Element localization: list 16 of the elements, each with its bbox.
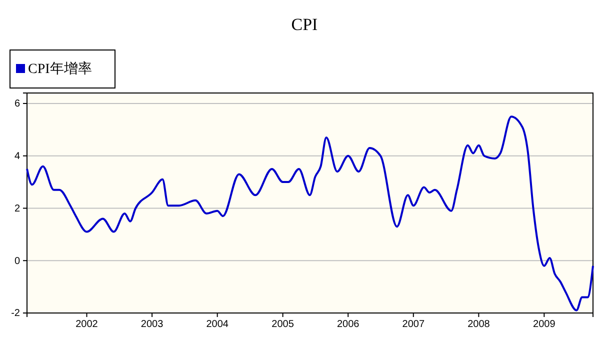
line-series	[26, 116, 594, 312]
x-tick-label: 2005	[272, 319, 294, 330]
y-tick-label: 6	[14, 98, 20, 110]
y-tick-label: 4	[14, 151, 20, 162]
x-tick-label: 2002	[76, 319, 98, 330]
y-tick-label: 2	[14, 203, 20, 214]
x-tick-label: 2006	[336, 319, 360, 330]
y-tick-label: 0	[14, 256, 20, 267]
x-tick-label: 2007	[402, 319, 425, 330]
x-tick-label: 2008	[468, 319, 490, 330]
chart-title: CPI	[291, 15, 318, 34]
x-tick-label: 2004	[206, 319, 229, 330]
legend-label: CPI年增率	[28, 61, 92, 77]
y-tick-label: -2	[11, 308, 20, 320]
x-tick-label: 2009	[533, 319, 556, 330]
x-tick-label: 2003	[140, 319, 164, 330]
